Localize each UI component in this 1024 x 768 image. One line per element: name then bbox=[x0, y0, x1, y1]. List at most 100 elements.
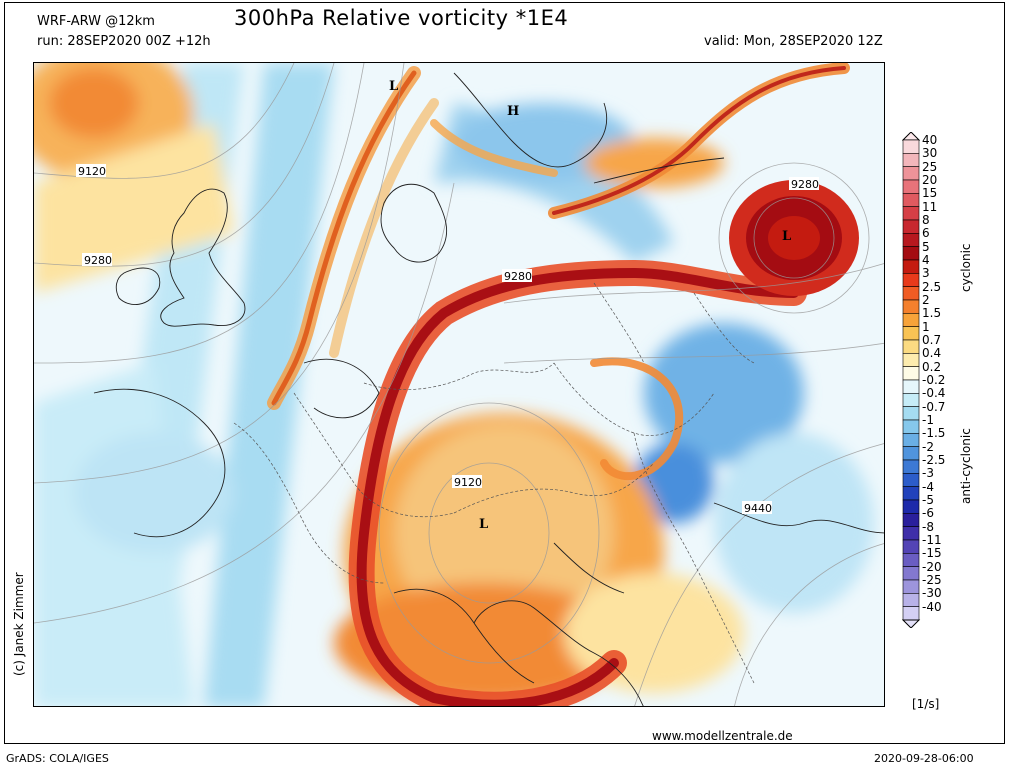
colorbar-cell bbox=[902, 353, 920, 367]
colorbar-cell bbox=[902, 233, 920, 247]
colorbar-tick-label: 0.7 bbox=[922, 333, 942, 347]
colorbar-cell bbox=[902, 193, 920, 207]
country-borders bbox=[233, 282, 755, 684]
figure-frame bbox=[4, 2, 1005, 744]
coastlines bbox=[93, 72, 884, 706]
colorbar-cell bbox=[902, 553, 920, 567]
contour-label: 9280 bbox=[84, 254, 112, 267]
vorticity-field bbox=[34, 63, 874, 706]
vorticity-map: 9120 9280 9280 9280 9120 9440 L H L L bbox=[33, 62, 885, 707]
low-center-marker: L bbox=[479, 517, 488, 532]
website-label: www.modellzentrale.de bbox=[652, 729, 793, 743]
colorbar-cell bbox=[902, 339, 920, 354]
credit-label: (c) Janek Zimmer bbox=[12, 572, 26, 676]
pressure-labels: 9120 9280 9280 9280 9120 9440 bbox=[76, 164, 819, 515]
model-label: WRF-ARW @12km bbox=[37, 14, 155, 29]
colorbar bbox=[902, 132, 921, 628]
colorbar-cell bbox=[902, 579, 920, 594]
colorbar-cell bbox=[902, 326, 920, 341]
colorbar-cell bbox=[902, 606, 920, 621]
colorbar-cell bbox=[902, 433, 920, 447]
colorbar-tick-label: 15 bbox=[922, 186, 938, 201]
contour-label: 9120 bbox=[454, 476, 482, 489]
colorbar-tick-label: 6 bbox=[922, 226, 930, 241]
colorbar-tick-label: -30 bbox=[922, 586, 942, 601]
timestamp-label: 2020-09-28-06:00 bbox=[874, 752, 974, 765]
colorbar-tick-label: 2 bbox=[922, 293, 930, 307]
colorbar-cell bbox=[902, 166, 920, 181]
colorbar-tick-label: 11 bbox=[922, 199, 938, 214]
colorbar-cell bbox=[902, 593, 920, 607]
colorbar-cell bbox=[902, 499, 920, 514]
colorbar-cell bbox=[902, 486, 920, 501]
colorbar-cell bbox=[902, 153, 920, 167]
colorbar-tick-label: -1.5 bbox=[922, 426, 946, 441]
colorbar-bottom-arrow bbox=[902, 619, 921, 628]
colorbar-tick-label: 0.4 bbox=[922, 346, 942, 361]
colorbar-tick-label: 5 bbox=[922, 239, 930, 254]
colorbar-tick-label: -0.4 bbox=[922, 386, 946, 401]
colorbar-tick-label: -2.5 bbox=[922, 453, 946, 467]
northeast-low bbox=[729, 180, 859, 296]
chart-title: 300hPa Relative vorticity *1E4 bbox=[234, 6, 569, 30]
colorbar-tick-label: 25 bbox=[922, 159, 938, 174]
colorbar-tick-label: -5 bbox=[922, 493, 934, 507]
colorbar-tick-label: -11 bbox=[922, 533, 942, 547]
colorbar-tick-label: 8 bbox=[922, 213, 930, 227]
colorbar-cell bbox=[902, 446, 920, 461]
colorbar-cell bbox=[902, 219, 920, 234]
contour-label: 9120 bbox=[78, 165, 106, 178]
colorbar-cell bbox=[902, 393, 920, 407]
colorbar-tick-label: -25 bbox=[922, 573, 942, 587]
colorbar-tick-label: -6 bbox=[922, 506, 934, 521]
colorbar-tick-label: -4 bbox=[922, 479, 934, 494]
colorbar-tick-label: -0.2 bbox=[922, 373, 946, 387]
colorbar-tick-label: 0.2 bbox=[922, 359, 942, 374]
contour-label: 9440 bbox=[744, 502, 772, 515]
contour-label: 9280 bbox=[791, 178, 819, 191]
colorbar-tick-label: 40 bbox=[922, 133, 938, 147]
map-canvas: 9120 9280 9280 9280 9120 9440 L H L L bbox=[34, 63, 884, 706]
colorbar-tick-label: -40 bbox=[922, 599, 942, 614]
colorbar-tick-label: 30 bbox=[922, 146, 938, 161]
height-contours bbox=[34, 63, 884, 706]
colorbar-cell bbox=[902, 379, 920, 394]
colorbar-cell bbox=[902, 526, 920, 541]
colorbar-cell bbox=[902, 139, 920, 154]
colorbar-top-arrow bbox=[902, 132, 921, 141]
colorbar-tick-label: 3 bbox=[922, 266, 930, 281]
low-center-marker: L bbox=[782, 229, 791, 244]
colorbar-tick-label: -0.7 bbox=[922, 399, 946, 414]
colorbar-cell bbox=[902, 273, 920, 287]
colorbar-cell bbox=[902, 473, 920, 487]
colorbar-cell bbox=[902, 513, 920, 527]
colorbar-cell bbox=[902, 539, 920, 554]
colorbar-cell bbox=[902, 566, 920, 581]
colorbar-tick-label: -3 bbox=[922, 466, 934, 481]
colorbar-cell bbox=[902, 246, 920, 261]
colorbar-tick-label: 2.5 bbox=[922, 279, 942, 294]
unit-label: [1/s] bbox=[912, 697, 940, 711]
anticyclonic-label: anti-cyclonic bbox=[959, 428, 973, 504]
high-center-marker: H bbox=[507, 104, 519, 119]
colorbar-cell bbox=[902, 366, 920, 381]
colorbar-cell bbox=[902, 406, 920, 421]
contour-label: 9280 bbox=[504, 270, 532, 283]
cyclonic-label: cyclonic bbox=[959, 243, 973, 292]
colorbar-cell bbox=[902, 259, 920, 274]
colorbar-tick-label: -2 bbox=[922, 439, 934, 454]
colorbar-tick-label: -15 bbox=[922, 546, 942, 561]
pressure-centers: L H L L bbox=[389, 79, 791, 532]
colorbar-cell bbox=[902, 419, 920, 434]
valid-label: valid: Mon, 28SEP2020 12Z bbox=[704, 34, 883, 49]
colorbar-cell bbox=[902, 313, 920, 327]
colorbar-tick-label: -8 bbox=[922, 519, 934, 534]
colorbar-tick-label: -1 bbox=[922, 413, 934, 427]
colorbar-tick-label: 4 bbox=[922, 253, 930, 267]
colorbar-cell bbox=[902, 206, 920, 221]
colorbar-cell bbox=[902, 286, 920, 301]
grads-label: GrADS: COLA/IGES bbox=[6, 752, 109, 765]
colorbar-tick-label: 1 bbox=[922, 319, 930, 334]
colorbar-tick-label: -20 bbox=[922, 559, 942, 574]
colorbar-cell bbox=[902, 299, 920, 314]
